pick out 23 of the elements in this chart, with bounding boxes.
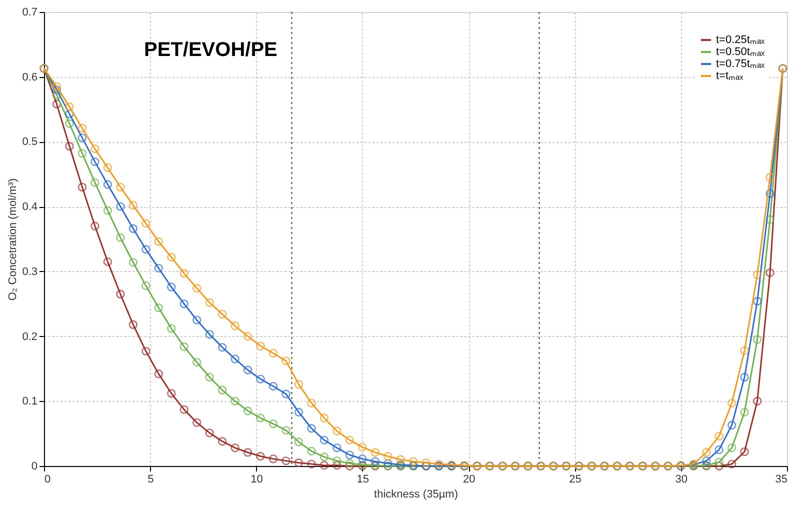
y-tick-label: 0.2 [22,330,38,343]
text: PET/EVOH/PE [144,39,278,61]
y-tick-label: 0.6 [22,71,38,84]
x-tick-label: 0 [44,474,51,486]
x-tick-label: 25 [569,474,582,486]
legend-label: t=0.75tₘₐₓ [716,58,766,70]
x-tick-label: 10 [250,474,263,486]
y-tick-label: 0 [31,460,38,472]
x-tick-label: 35 [775,474,788,486]
x-tick-label: 15 [356,474,370,486]
y-tick-label: 0.4 [22,201,38,214]
x-tick-label: 30 [675,474,688,486]
y-tick-label: 0.7 [22,6,38,18]
y-tick-label: 0.5 [22,136,38,148]
y-tick-label: 0.3 [22,266,38,278]
x-tick-label: 5 [148,474,154,486]
legend-label: t=0.25tₘₐₓ [716,34,766,46]
legend-label: t=tₘₐₓ [716,70,744,82]
x-axis-title: thickness (35µm) [374,488,458,500]
y-axis-title: O₂ Concetration (mol/m³) [7,178,20,301]
x-tick-label: 20 [462,474,476,486]
y-tick-label: 0.1 [22,396,38,408]
legend-label: t=0.50tₘₐₓ [716,46,766,58]
